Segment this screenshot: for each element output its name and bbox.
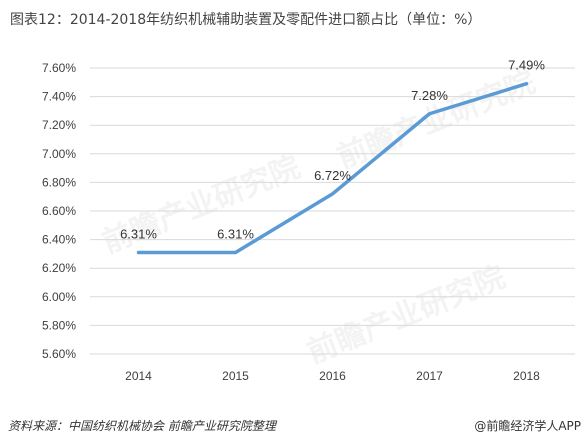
y-tick-label: 7.00% [42, 147, 76, 161]
y-tick-label: 7.40% [42, 90, 76, 104]
y-tick-label: 6.20% [42, 261, 76, 275]
x-axis-ticks: 2014 2015 2016 2017 2018 [125, 369, 540, 383]
x-tick-label: 2015 [222, 369, 249, 383]
x-tick-label: 2014 [125, 369, 152, 383]
data-label: 6.31% [217, 226, 254, 241]
y-axis-ticks: 5.60% 5.80% 6.00% 6.20% 6.40% 6.60% 6.80% 7.00%… [42, 61, 76, 361]
data-label: 6.72% [314, 168, 351, 183]
chart-svg: 5.60% 5.80% 6.00% 6.20% 6.40% 6.60% 6.80% 7.00%… [42, 58, 575, 383]
y-tick-label: 6.00% [42, 290, 76, 304]
data-label: 7.49% [508, 58, 545, 73]
brand-credit: @前瞻经济学人APP [474, 419, 581, 433]
gridlines [90, 67, 575, 355]
y-tick-label: 5.80% [42, 318, 76, 332]
data-label: 7.28% [411, 88, 448, 103]
x-tick-label: 2017 [416, 369, 443, 383]
y-tick-label: 6.40% [42, 233, 76, 247]
y-tick-label: 7.20% [42, 118, 76, 132]
series-line [136, 81, 529, 255]
y-tick-label: 6.80% [42, 175, 76, 189]
x-tick-label: 2018 [513, 369, 540, 383]
source-note: 资料来源：中国纺织机械协会 前瞻产业研究院整理 [8, 419, 276, 433]
x-tick-label: 2016 [319, 369, 346, 383]
y-tick-label: 6.60% [42, 204, 76, 218]
y-tick-label: 7.60% [42, 61, 76, 75]
series-line-path [136, 81, 529, 255]
y-tick-label: 5.60% [42, 347, 76, 361]
data-labels: 6.31% 6.31% 6.72% 7.28% 7.49% [120, 58, 545, 242]
data-label: 6.31% [120, 226, 157, 241]
line-chart: 5.60% 5.80% 6.00% 6.20% 6.40% 6.60% 6.80% 7.00%… [0, 36, 587, 406]
chart-title: 图表12：2014-2018年纺织机械辅助装置及零配件进口额占比（单位：%） [10, 12, 482, 28]
